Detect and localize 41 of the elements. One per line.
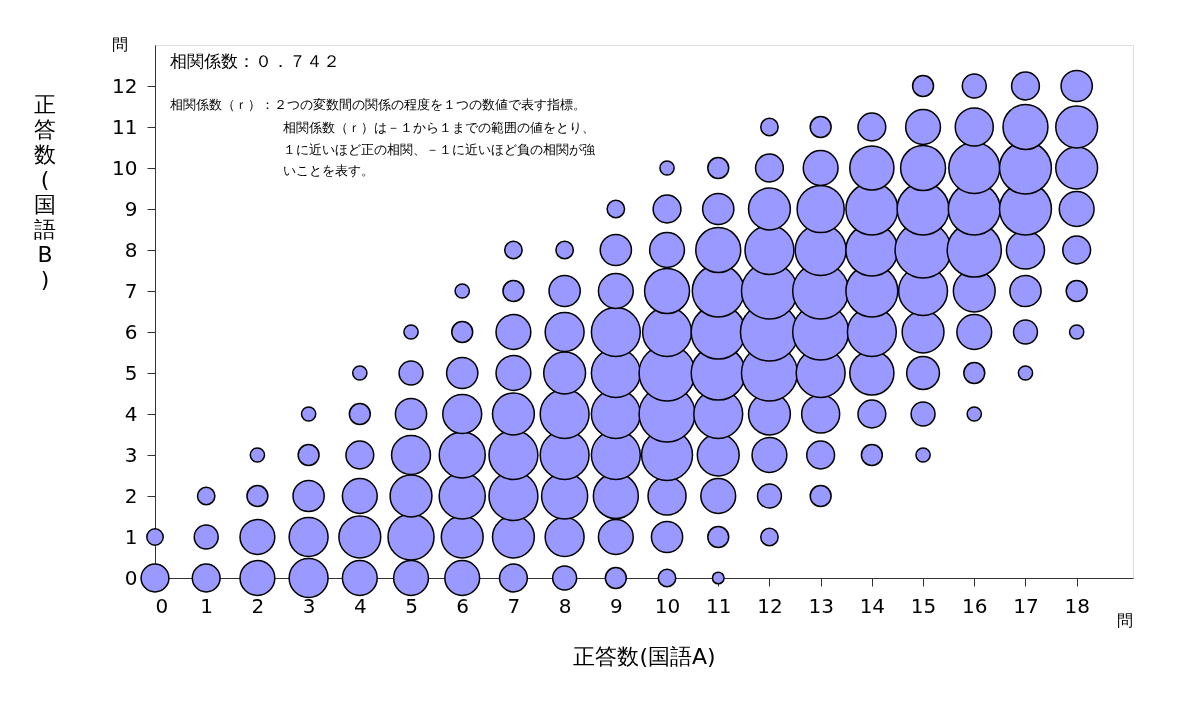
x-tick-label: 12	[757, 593, 783, 618]
x-tick-label: 16	[962, 593, 988, 618]
annotation: １に近いほど正の相関、－１に近いほど負の相関が強	[283, 142, 595, 157]
y-tick-label: 4	[124, 401, 138, 426]
x-tick-label: 3	[302, 593, 316, 618]
annotation: 相関係数：０．７４２	[170, 51, 340, 71]
y-tick-label: 7	[124, 278, 138, 303]
x-tick-label: 11	[706, 593, 732, 618]
y-tick-label: 3	[124, 442, 138, 467]
x-tick-label: 2	[251, 593, 265, 618]
y-tick-label: 5	[124, 360, 138, 385]
x-tick-label: 9	[609, 593, 623, 618]
x-tick-label: 13	[808, 593, 834, 618]
y-tick-label: 6	[124, 319, 138, 344]
x-axis-title: 正答数(国語A)	[573, 643, 716, 669]
x-tick-label: 8	[558, 593, 572, 618]
x-tick-label: 6	[456, 593, 470, 618]
annotation: 相関係数（ｒ）：２つの変数間の関係の程度を１つの数値で表す指標。	[170, 97, 586, 112]
y-tick-label: 0	[124, 565, 138, 590]
text: 問	[1117, 611, 1133, 630]
y-tick-label: 11	[112, 114, 138, 139]
y-tick-label: 10	[112, 155, 138, 180]
x-tick-label: 5	[405, 593, 418, 618]
x-tick-label: 10	[654, 593, 681, 618]
x-tick-label: 4	[353, 593, 367, 618]
x-tick-label: 17	[1013, 593, 1039, 618]
x-tick-label: 15	[910, 593, 937, 618]
y-tick-label: 12	[112, 73, 138, 98]
x-tick-label: 18	[1064, 593, 1090, 618]
y-tick-label: 9	[124, 196, 138, 221]
y-tick-label: 2	[124, 483, 138, 508]
x-tick-label: 14	[859, 593, 886, 618]
x-tick-label: 0	[155, 593, 169, 618]
text: 問	[112, 35, 128, 54]
x-tick-label: 7	[507, 593, 521, 618]
annotation: いことを表す。	[283, 163, 374, 178]
y-tick-label: 8	[124, 237, 138, 262]
x-tick-label: 1	[200, 593, 214, 618]
y-tick-label: 1	[124, 524, 138, 549]
annotation: 相関係数（ｒ）は－１から１までの範囲の値をとり、	[283, 120, 595, 135]
y-axis-title: 正答数(国語B)	[34, 92, 56, 292]
